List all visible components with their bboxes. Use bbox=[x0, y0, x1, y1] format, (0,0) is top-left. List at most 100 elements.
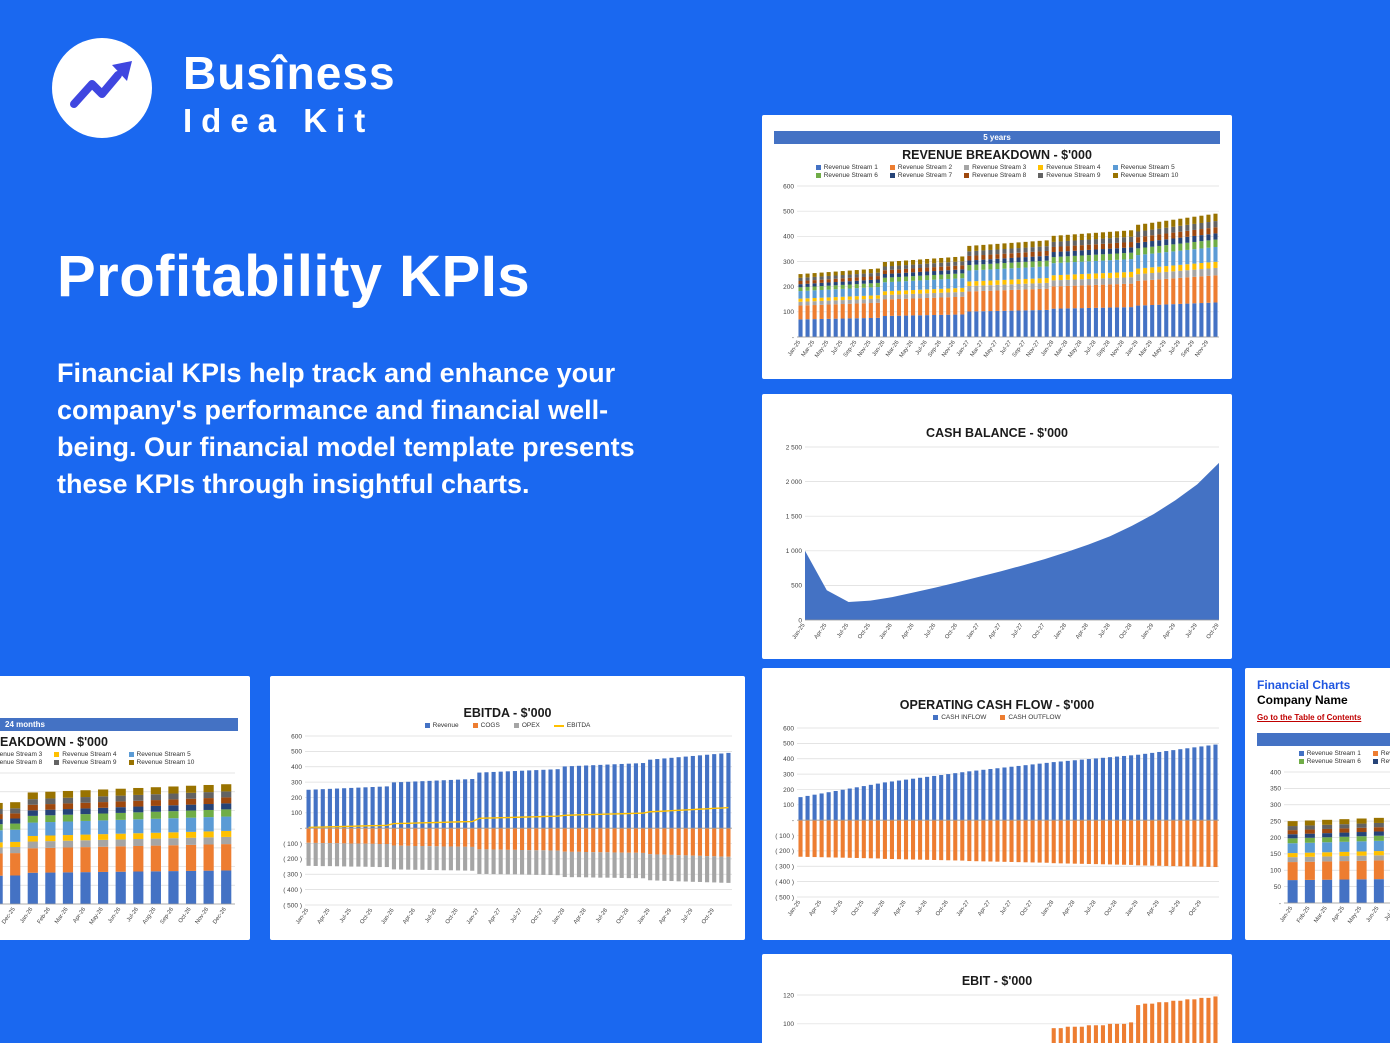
legend-label: Revenue bbox=[432, 722, 459, 729]
svg-text:( 300 ): ( 300 ) bbox=[775, 864, 794, 871]
legend-item: Revenue Stream 9 bbox=[54, 759, 117, 766]
legend-marker bbox=[933, 715, 939, 720]
svg-text:Nov-25: Nov-25 bbox=[857, 340, 873, 359]
svg-text:200: 200 bbox=[783, 787, 794, 794]
svg-text:Apr-27: Apr-27 bbox=[487, 908, 502, 926]
svg-text:Oct-25: Oct-25 bbox=[359, 908, 374, 926]
svg-text:Nov-29: Nov-29 bbox=[1194, 340, 1210, 359]
svg-text:Oct-27: Oct-27 bbox=[530, 908, 545, 926]
page-title: Profitability KPIs bbox=[57, 244, 531, 309]
svg-text:1 500: 1 500 bbox=[786, 514, 803, 521]
brand-logo bbox=[52, 38, 152, 138]
legend-label: Revenue Stream 8 bbox=[0, 759, 43, 766]
legend-item: Revenue Stream 6 bbox=[815, 172, 878, 179]
svg-text:100: 100 bbox=[783, 1021, 794, 1028]
chart-legend: Revenue COGS OPEX EBITDA bbox=[278, 722, 737, 729]
legend-label: Revenue Stream 2 bbox=[897, 164, 953, 171]
operating-cash-flow-chart: 600 500 400 300 200 100 - ( 100 ) ( 200 ) ( 300 )… bbox=[775, 725, 1219, 918]
chart-title-cash-balance: CASH BALANCE - $'000 bbox=[926, 426, 1068, 440]
table-of-contents-link[interactable]: Go to the Table of Contents bbox=[1257, 713, 1362, 722]
svg-text:Sep-26: Sep-26 bbox=[159, 907, 175, 926]
svg-text:Apr-28: Apr-28 bbox=[1075, 623, 1090, 641]
svg-text:Jan-26: Jan-26 bbox=[381, 908, 396, 926]
chart-title-revenue-breakdown-24m: REVENUE BREAKDOWN - $'000 bbox=[0, 735, 108, 749]
legend-item: Revenue Stream 7 bbox=[889, 172, 953, 179]
svg-text:200: 200 bbox=[291, 795, 302, 802]
svg-text:Jan-25: Jan-25 bbox=[295, 908, 310, 926]
legend-label: Revenue Stream 7 bbox=[897, 172, 953, 179]
svg-text:500: 500 bbox=[783, 208, 794, 215]
svg-text:Apr-25: Apr-25 bbox=[814, 623, 829, 641]
svg-text:250: 250 bbox=[1270, 818, 1281, 825]
legend-label: Revenue Stream 5 bbox=[1120, 164, 1175, 171]
svg-text:Jul-26: Jul-26 bbox=[923, 623, 937, 639]
brand-name-line1: Busîness bbox=[183, 47, 396, 99]
svg-text:Jul-25: Jul-25 bbox=[830, 340, 844, 356]
svg-text:Jan-29: Jan-29 bbox=[637, 908, 652, 926]
svg-text:Jan-25: Jan-25 bbox=[787, 900, 802, 918]
legend-item: Revenue Stream 8 bbox=[964, 172, 1026, 179]
period-tab-24-months: 24 months bbox=[0, 718, 238, 731]
svg-text:-: - bbox=[300, 825, 302, 832]
legend-label: Revenue Stream 10 bbox=[136, 759, 195, 766]
legend-label: Revenue Stream 9 bbox=[1046, 172, 1101, 179]
svg-text:-: - bbox=[1279, 900, 1281, 907]
svg-text:Feb-26: Feb-26 bbox=[37, 907, 52, 925]
svg-text:Jan-29: Jan-29 bbox=[1140, 623, 1155, 641]
svg-text:Dec-25: Dec-25 bbox=[1, 907, 17, 926]
svg-text:Apr-29: Apr-29 bbox=[1146, 900, 1161, 918]
svg-text:Jul-28: Jul-28 bbox=[1084, 900, 1098, 916]
brand-name-line2: Idea Kit bbox=[183, 102, 375, 139]
legend-marker bbox=[1112, 173, 1118, 178]
svg-text:Oct-25: Oct-25 bbox=[857, 623, 872, 641]
svg-text:Jan-27: Jan-27 bbox=[956, 900, 971, 918]
svg-text:Jan-28: Jan-28 bbox=[1053, 623, 1068, 641]
svg-text:( 300 ): ( 300 ) bbox=[283, 872, 302, 879]
legend-marker bbox=[513, 723, 519, 728]
svg-text:Oct-28: Oct-28 bbox=[616, 908, 631, 926]
svg-text:Jul-27: Jul-27 bbox=[1011, 623, 1025, 639]
svg-text:( 200 ): ( 200 ) bbox=[775, 848, 794, 855]
legend-label: Revenue Stream 4 bbox=[62, 751, 117, 758]
svg-text:Jul-28: Jul-28 bbox=[595, 908, 609, 924]
svg-text:Jan-28: Jan-28 bbox=[1040, 900, 1055, 918]
chart-title-revenue-breakdown-5y: REVENUE BREAKDOWN - $'000 bbox=[902, 148, 1092, 162]
legend-label: Revenue Stream 2 bbox=[1380, 750, 1390, 757]
svg-text:Oct-28: Oct-28 bbox=[1104, 900, 1119, 918]
svg-text:Apr-27: Apr-27 bbox=[977, 900, 992, 918]
svg-text:Mar-26: Mar-26 bbox=[54, 907, 69, 925]
svg-text:Aug-26: Aug-26 bbox=[142, 907, 158, 926]
chart-legend: CASH INFLOW CASH OUTFLOW bbox=[770, 714, 1224, 721]
svg-text:Jul-26: Jul-26 bbox=[424, 908, 438, 924]
svg-text:Jul-29: Jul-29 bbox=[681, 908, 695, 924]
svg-text:200: 200 bbox=[783, 284, 794, 291]
legend-item: Revenue Stream 10 bbox=[1112, 172, 1178, 179]
svg-text:May-29: May-29 bbox=[1152, 340, 1168, 359]
svg-text:300: 300 bbox=[783, 259, 794, 266]
svg-text:Jan-29: Jan-29 bbox=[1125, 900, 1140, 918]
financial-charts-heading: Financial Charts bbox=[1257, 678, 1351, 692]
legend-label: Revenue Stream 6 bbox=[1306, 758, 1361, 765]
svg-text:May-25: May-25 bbox=[1347, 906, 1363, 925]
svg-text:Jan-27: Jan-27 bbox=[466, 908, 481, 926]
legend-item: Revenue bbox=[424, 722, 459, 729]
svg-text:Jan-25: Jan-25 bbox=[1279, 906, 1294, 924]
svg-text:( 400 ): ( 400 ) bbox=[283, 887, 302, 894]
legend-label: Revenue Stream 3 bbox=[0, 751, 43, 758]
legend-label: COGS bbox=[480, 722, 500, 729]
svg-text:Apr-26: Apr-26 bbox=[893, 900, 908, 918]
legend-marker bbox=[1112, 165, 1118, 170]
svg-text:500: 500 bbox=[783, 741, 794, 748]
legend-marker bbox=[1000, 715, 1006, 720]
svg-text:Nov-26: Nov-26 bbox=[941, 340, 957, 359]
svg-text:Oct-27: Oct-27 bbox=[1019, 900, 1034, 918]
panel-cash-balance: CASH BALANCE - $'000 2 500 2 000 1 500 1 00… bbox=[762, 394, 1232, 659]
svg-text:350: 350 bbox=[1270, 786, 1281, 793]
svg-text:May-26: May-26 bbox=[89, 907, 105, 926]
svg-text:Apr-25: Apr-25 bbox=[317, 908, 332, 926]
panel-ebitda: EBITDA - $'000 Revenue COGS OPEX EBITDA 600… bbox=[270, 676, 745, 940]
panel-ebit: EBIT - $'000 12010080604020-Jan-25Apr-25… bbox=[762, 954, 1232, 1043]
